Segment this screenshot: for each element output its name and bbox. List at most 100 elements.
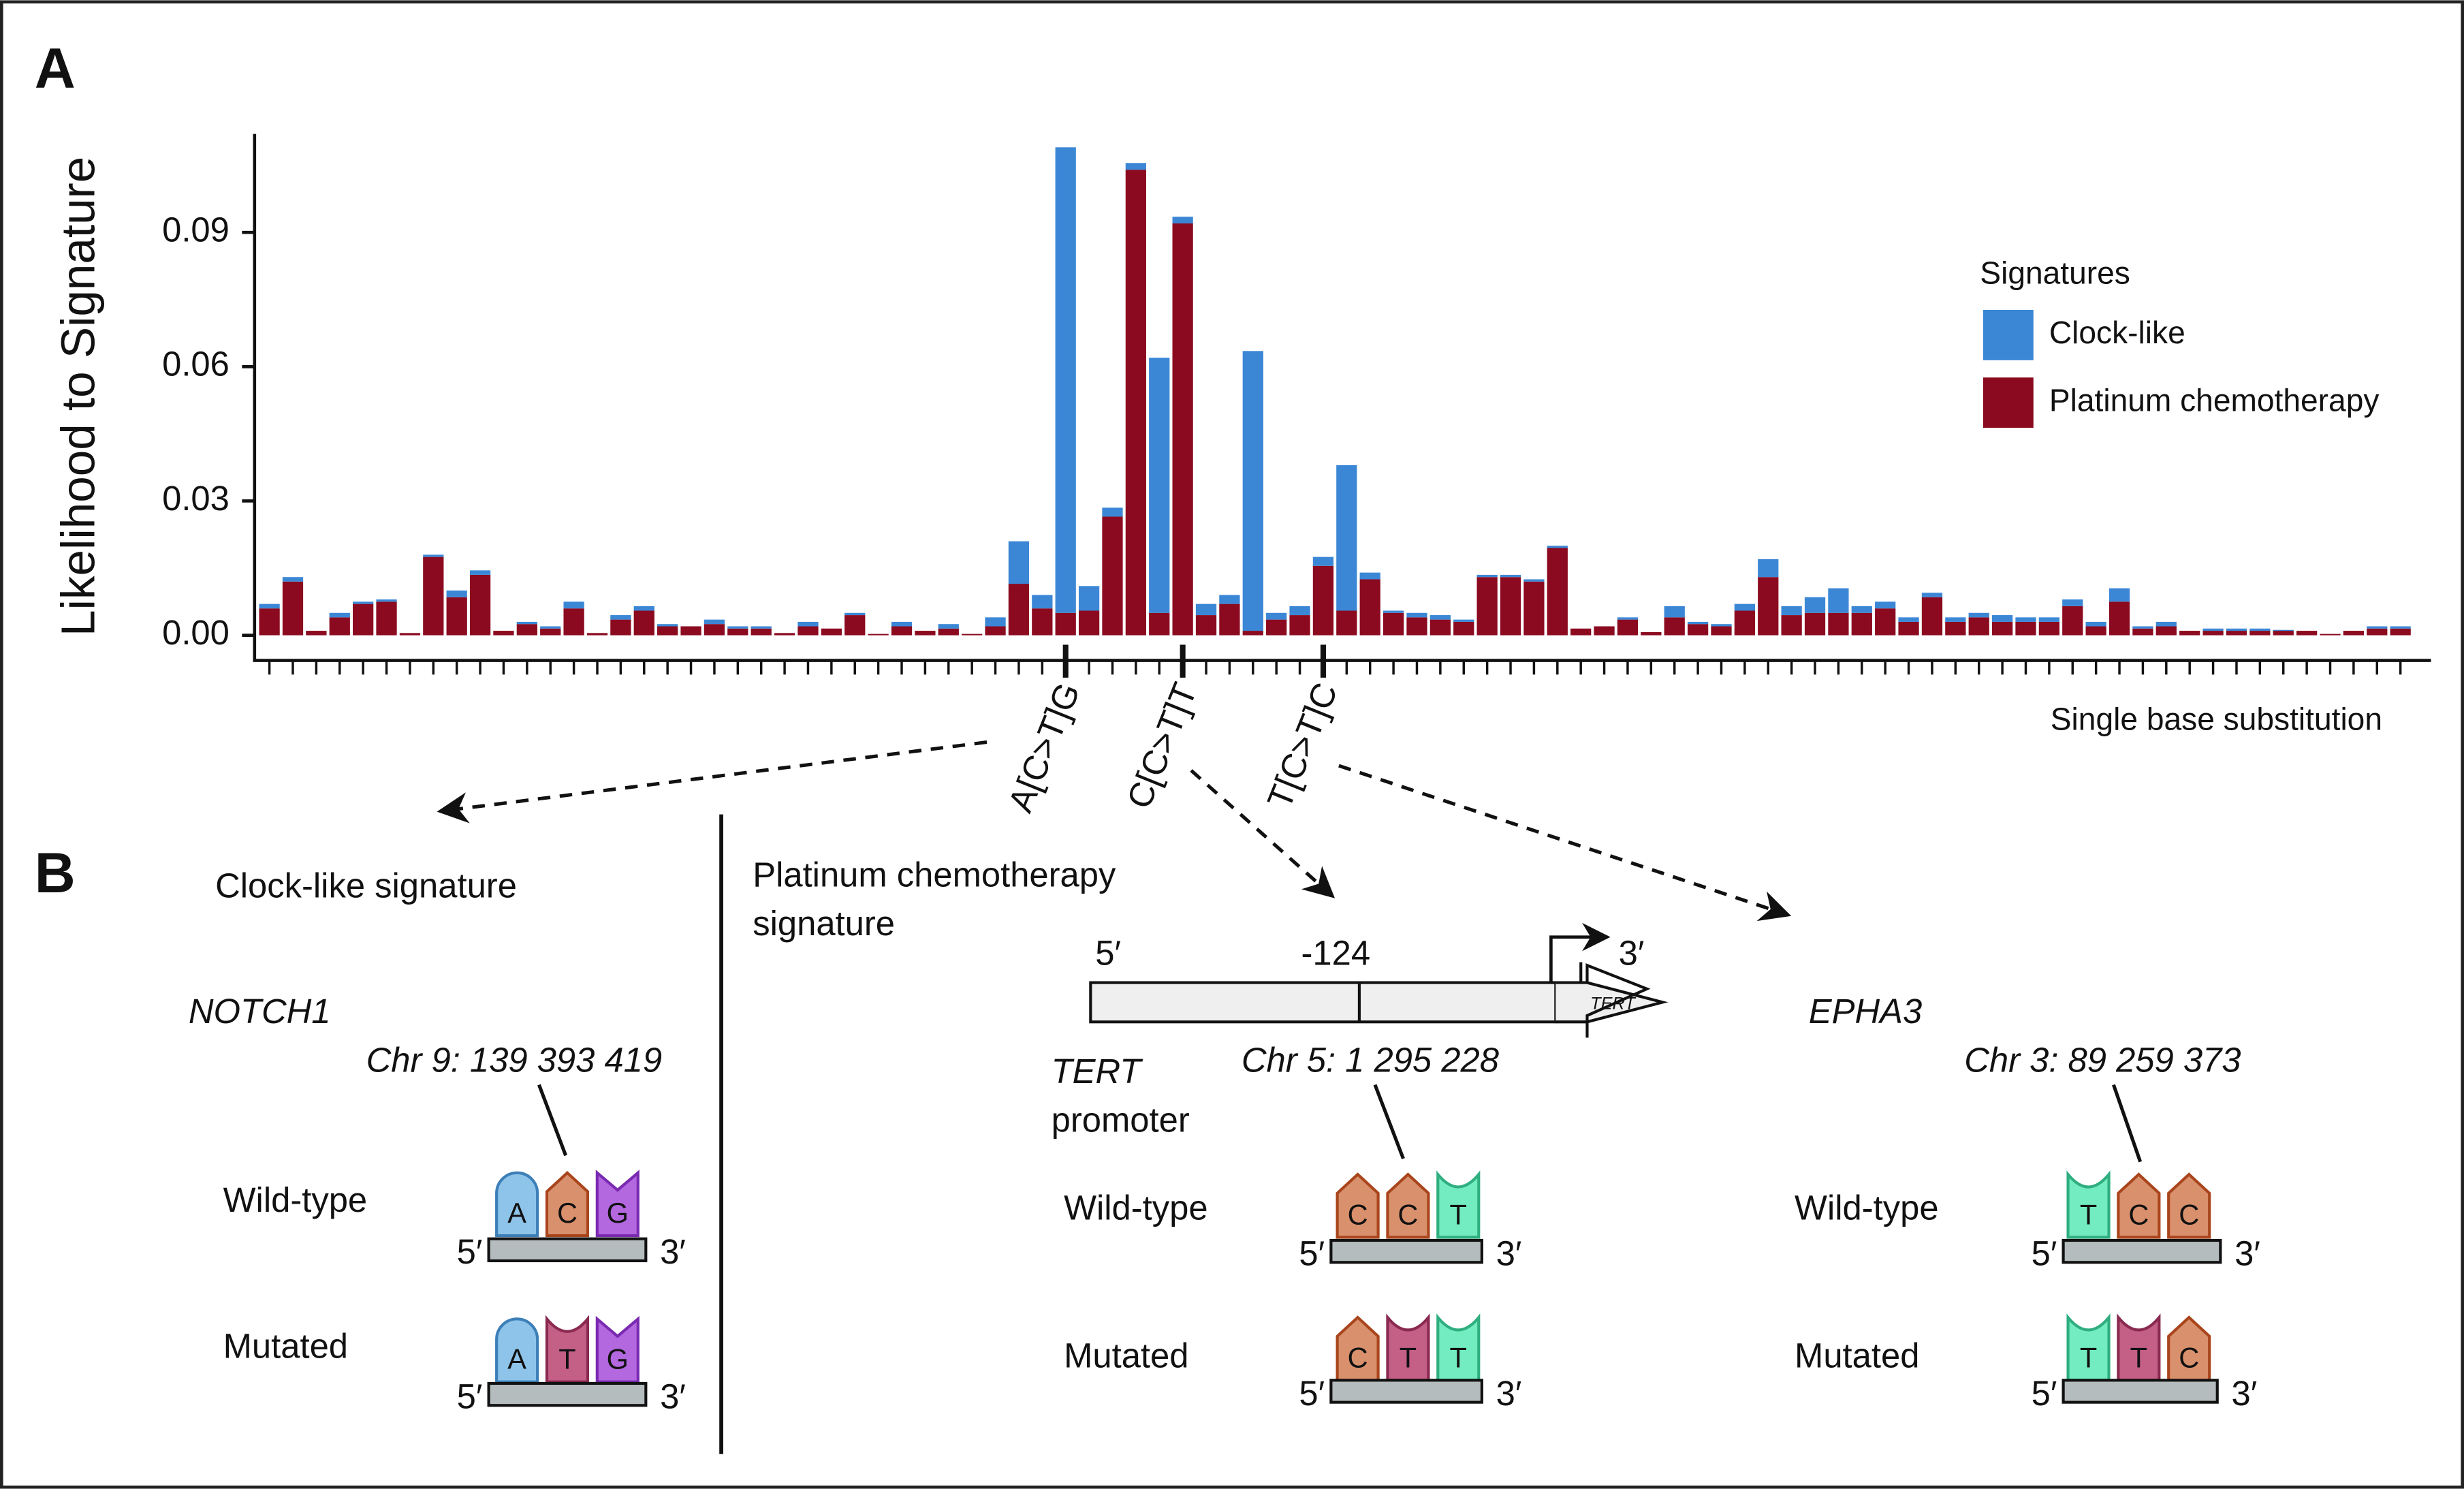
bar-segment — [423, 557, 444, 636]
strand-label: 5′ — [1095, 934, 1121, 973]
bar-segment — [1804, 612, 1826, 636]
bar-segment — [1336, 465, 1357, 611]
bar-segment — [2015, 621, 2036, 636]
bar-segment — [1453, 621, 1474, 636]
bar-segment — [1500, 577, 1521, 636]
base — [545, 1170, 590, 1238]
bar-segment — [259, 604, 280, 609]
bar-segment — [657, 626, 678, 636]
bar-segment — [1078, 610, 1100, 636]
legend-title: Signatures — [1980, 255, 2130, 290]
bar-segment — [1617, 617, 1639, 620]
gene-name: TERT — [1590, 994, 1636, 1014]
bar-segment — [282, 577, 304, 582]
bar-segment — [1359, 572, 1380, 580]
bar-segment — [2273, 629, 2294, 631]
bar-segment — [1266, 619, 1287, 636]
bar-segment — [962, 633, 983, 636]
bar-segment — [1898, 621, 1919, 636]
base-letter: C — [1397, 1198, 1418, 1230]
bar-segment — [1523, 579, 1545, 582]
y-tick-label: 0.03 — [162, 479, 230, 518]
bar-segment — [1687, 621, 1709, 625]
y-axis-label: Likelihood to Signature — [51, 157, 104, 636]
bar-segment — [1125, 163, 1146, 170]
bar-segment — [1289, 615, 1310, 636]
bar-segment — [633, 606, 654, 611]
base — [1436, 1170, 1481, 1239]
bar-segment — [2085, 626, 2106, 636]
bar-segment — [1102, 516, 1123, 636]
bar-segment — [610, 615, 631, 620]
bar-segment — [1383, 610, 1404, 613]
base — [1386, 1313, 1430, 1382]
arrow — [1190, 769, 1336, 898]
bar-segment — [2367, 628, 2388, 636]
bar-segment — [1242, 351, 1263, 631]
bar-segment — [1032, 595, 1053, 609]
pointer — [537, 1084, 568, 1157]
arrow — [1338, 764, 1792, 922]
bar-segment — [1968, 612, 1989, 618]
bar-segment — [1172, 223, 1193, 636]
base — [595, 1170, 639, 1238]
dna-strand — [2062, 1379, 2219, 1404]
base — [2117, 1313, 2161, 1382]
bar-segment — [1781, 615, 1802, 636]
bar-segment — [329, 617, 350, 636]
bar-segment — [2343, 631, 2365, 636]
base-letter: T — [2130, 1341, 2147, 1373]
bar-segment — [1875, 601, 1896, 609]
y-tick-label: 0.00 — [162, 613, 230, 652]
section-title: Platinum chemotherapy — [753, 855, 1116, 894]
base-letter: A — [507, 1343, 526, 1375]
bar-segment — [1032, 608, 1053, 636]
bar-segment — [423, 554, 444, 557]
bar-segment — [915, 631, 936, 636]
bar-segment — [1828, 612, 1849, 636]
base-letter: T — [2080, 1198, 2097, 1230]
bar-segment — [1968, 617, 1989, 636]
bar-segment — [586, 633, 608, 636]
legend-label: Clock-like — [2049, 315, 2185, 350]
bar-segment — [563, 601, 584, 609]
base — [2117, 1172, 2161, 1239]
pointer — [2112, 1084, 2143, 1163]
bar-segment — [1851, 612, 1872, 636]
bar-segment — [469, 570, 491, 575]
bar-segment — [704, 619, 725, 625]
bar-segment — [2226, 631, 2247, 636]
bar-segment — [1898, 617, 1919, 622]
bar-segment — [1758, 577, 1779, 636]
strand-label: 3′ — [1619, 934, 1645, 973]
gene-name: NOTCH1 — [189, 992, 331, 1031]
bar-segment — [2320, 633, 2341, 636]
bar-segment — [376, 601, 397, 636]
bar-segment — [1195, 615, 1217, 636]
bar-segment — [891, 621, 913, 627]
base — [2167, 1172, 2211, 1239]
bar-segment — [1523, 581, 1545, 636]
position-label: -124 — [1301, 934, 1371, 973]
bar-segment — [2062, 606, 2083, 636]
bar-segment — [2296, 631, 2318, 636]
gene-arrow-outline — [1579, 962, 1651, 1038]
legend-swatch — [1983, 377, 2034, 428]
promoter-box — [1089, 981, 1558, 1024]
base-letter: T — [2080, 1341, 2097, 1373]
strand-label: 3′ — [660, 1232, 686, 1271]
panel-label: B — [35, 841, 76, 905]
locus: Chr 3: 89 259 373 — [1964, 1041, 2241, 1080]
bar-segment — [2108, 588, 2130, 602]
bar-segment — [797, 626, 819, 636]
bar-segment — [2155, 621, 2177, 627]
strand-label: 3′ — [2232, 1374, 2258, 1413]
bar-segment — [938, 628, 959, 636]
bar-segment — [1406, 617, 1427, 636]
bar-segment — [704, 624, 725, 636]
y-tick-label: 0.06 — [162, 345, 230, 383]
gene-name: TERT — [1052, 1052, 1143, 1091]
strand-label: 5′ — [1299, 1234, 1325, 1272]
